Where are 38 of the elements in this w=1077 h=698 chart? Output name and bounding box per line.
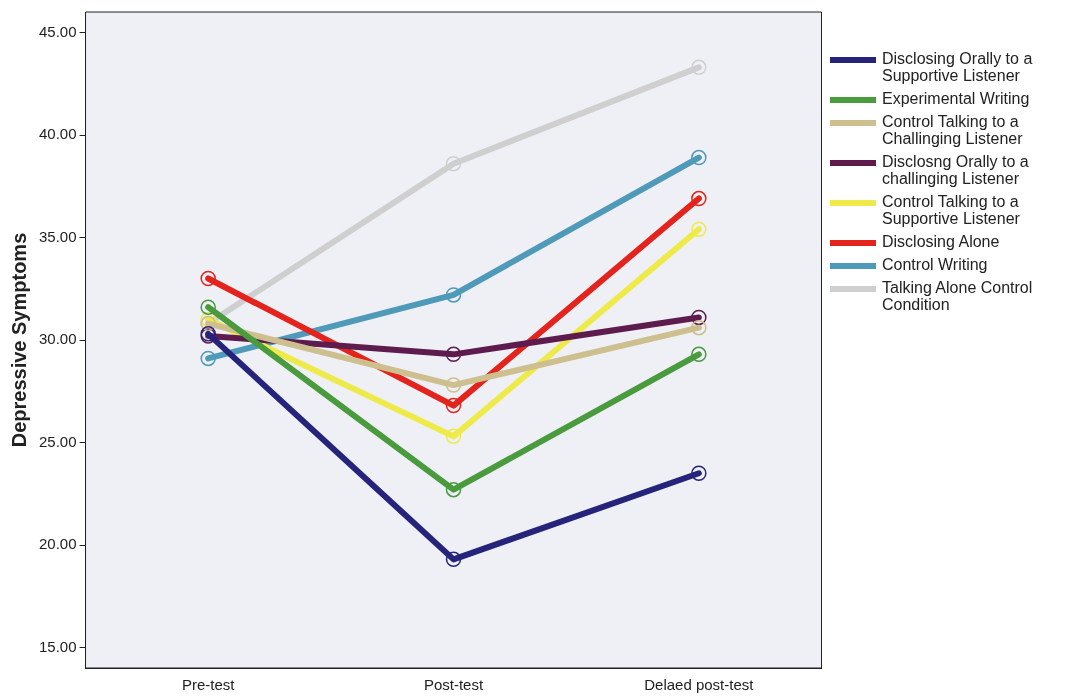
point xyxy=(691,346,707,363)
point xyxy=(445,481,462,498)
y-axis-title: Depressive Symptoms xyxy=(7,232,30,448)
y-tick-label: 15.00 xyxy=(38,637,77,655)
y-tick-label: 40.00 xyxy=(38,125,77,143)
point xyxy=(445,551,462,568)
legend-label: Disclosng Orally to a challinging Listener xyxy=(882,153,1030,187)
legend-label: Control Talking to a Challinging Listener xyxy=(882,113,1024,147)
y-tick-label: 20.00 xyxy=(38,535,77,553)
point xyxy=(445,155,462,172)
point xyxy=(445,428,462,445)
point xyxy=(691,319,707,336)
point xyxy=(445,346,462,363)
legend-label: Control Writing xyxy=(882,256,988,273)
y-tick-label: 25.00 xyxy=(38,432,77,450)
legend-label: Talking Alone Control Condition xyxy=(882,279,1034,313)
legend-label: Control Talking to a Supportive Listener xyxy=(882,193,1021,227)
legend-label: Disclosing Orally to a Supportive Listener xyxy=(882,50,1034,84)
point xyxy=(691,149,707,166)
legend-label: Disclosing Alone xyxy=(882,233,1000,250)
point xyxy=(445,377,462,393)
point xyxy=(200,350,216,367)
legend-label: Experimental Writing xyxy=(882,90,1030,107)
point xyxy=(200,299,216,315)
x-tick-label: Post-test xyxy=(423,676,484,694)
point xyxy=(445,397,462,414)
x-tick-label: Pre-test xyxy=(181,676,236,694)
y-tick-label: 35.00 xyxy=(38,227,77,245)
y-tick-label: 45.00 xyxy=(38,22,77,40)
point xyxy=(200,270,216,287)
point xyxy=(691,221,707,238)
point xyxy=(691,309,707,326)
point xyxy=(691,190,707,207)
point xyxy=(691,59,707,76)
point xyxy=(691,465,707,481)
point xyxy=(445,287,462,303)
x-tick-label: Delaed post-test xyxy=(644,676,755,694)
y-tick-label: 30.00 xyxy=(38,330,77,348)
